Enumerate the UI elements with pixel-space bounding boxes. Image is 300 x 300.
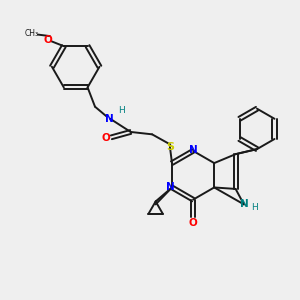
Text: H: H — [251, 203, 258, 212]
Text: CH₃: CH₃ — [25, 28, 39, 38]
Text: S: S — [166, 142, 174, 152]
Text: N: N — [189, 145, 197, 155]
Text: O: O — [43, 34, 52, 45]
Text: N: N — [167, 182, 175, 193]
Text: N: N — [240, 200, 249, 209]
Text: O: O — [102, 133, 110, 143]
Text: N: N — [106, 114, 114, 124]
Text: H: H — [118, 106, 124, 115]
Text: O: O — [189, 218, 197, 228]
